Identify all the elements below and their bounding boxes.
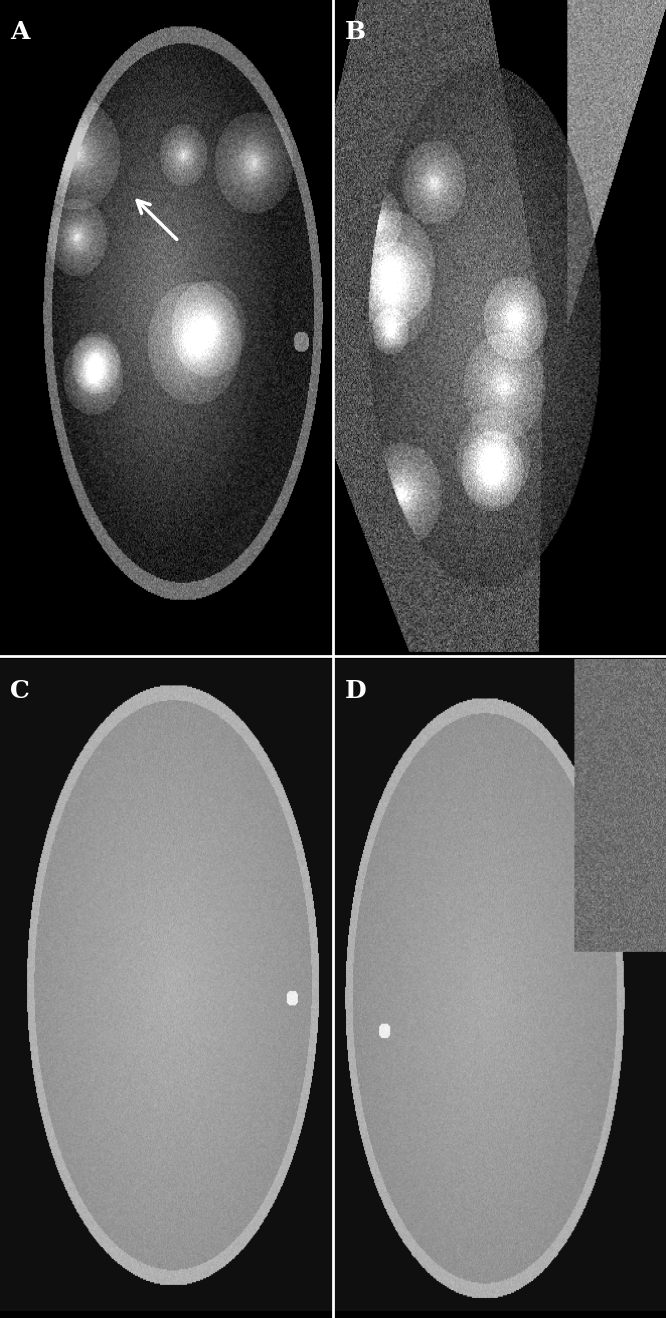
Text: B: B xyxy=(345,20,366,43)
Text: A: A xyxy=(10,20,29,43)
Text: D: D xyxy=(345,679,366,702)
Text: C: C xyxy=(10,679,30,702)
